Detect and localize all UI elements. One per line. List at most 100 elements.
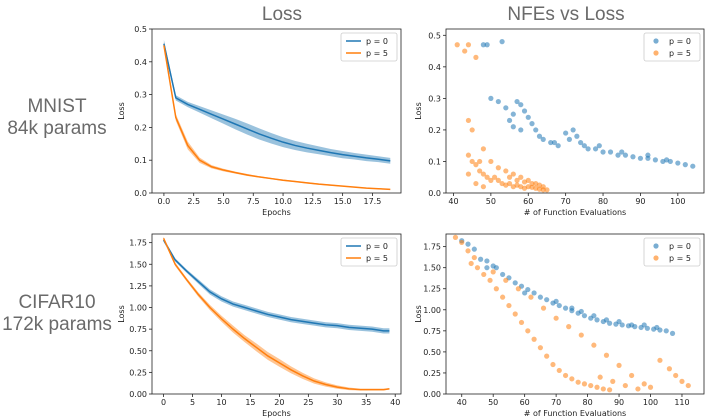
c3-point-1-18 bbox=[556, 367, 562, 374]
c1-legend-label-1: p = 5 bbox=[669, 49, 691, 58]
c1-point-0-17 bbox=[540, 136, 546, 142]
c3-xtick-label-6: 100 bbox=[643, 398, 658, 407]
c1-point-1-45 bbox=[477, 158, 483, 165]
c1-point-0-31 bbox=[622, 152, 629, 158]
c1-point-1-44 bbox=[465, 171, 472, 177]
c1-point-0-42 bbox=[551, 139, 558, 146]
c3-point-1-19 bbox=[562, 372, 569, 379]
c1-point-1-39 bbox=[506, 174, 513, 180]
c2-legend-label-1: p = 5 bbox=[366, 254, 388, 263]
chart-mnist-nfe: 40 50 60 70 80 90 100 0.0 0.1 0.2 0.3 0.4 0.5 # of Fu… bbox=[414, 28, 705, 217]
c3-point-1-45 bbox=[685, 382, 691, 389]
c3-legend-swatch-0 bbox=[653, 243, 659, 249]
c1-point-0-24 bbox=[578, 139, 584, 146]
c1-point-0-40 bbox=[690, 163, 696, 169]
c3-legend: p = 0 p = 5 bbox=[643, 237, 701, 267]
c1-xtick-label-5: 90 bbox=[635, 197, 645, 206]
c0-ytick-label-5: 0.5 bbox=[134, 25, 147, 34]
chart-mnist-loss: 0.0 2.5 5.0 7.5 10.0 12.5 15.0 17.5 0.0 0.1 0.2 0.3… bbox=[117, 25, 402, 217]
c3-point-1-23 bbox=[588, 382, 594, 389]
c0-ytick-label-1: 0.1 bbox=[134, 156, 147, 165]
c3-point-1-1 bbox=[459, 239, 465, 246]
c1-point-0-1 bbox=[484, 42, 490, 48]
c1-point-1-5 bbox=[469, 127, 475, 133]
c3-point-0-9 bbox=[512, 280, 518, 286]
c3-point-0-16 bbox=[556, 302, 562, 309]
c3-xtick-label-7: 110 bbox=[674, 398, 689, 407]
c0-xtick-label-0: 0.0 bbox=[158, 197, 171, 206]
c2-axes-frame bbox=[151, 233, 402, 395]
c2-ytick-label-0: 0.00 bbox=[129, 390, 147, 399]
c1-legend-label-0: p = 0 bbox=[669, 37, 691, 46]
c2-band-1 bbox=[163, 236, 390, 391]
c1-ytick-label-0: 0.0 bbox=[428, 189, 441, 198]
c3-point-1-40 bbox=[647, 384, 654, 390]
c0-xtick-label-4: 10.0 bbox=[274, 197, 292, 206]
c0-band-0 bbox=[163, 39, 391, 164]
c2-xtick-label-5: 25 bbox=[303, 398, 313, 407]
c2-band-0 bbox=[163, 238, 390, 334]
c3-axes-frame bbox=[445, 233, 705, 395]
c1-xtick-label-1: 50 bbox=[486, 197, 496, 206]
c1-axes-frame bbox=[445, 28, 705, 194]
c1-point-1-8 bbox=[473, 162, 479, 168]
c1-point-0-27 bbox=[592, 146, 599, 152]
c2-ytick-label-1: 0.25 bbox=[129, 368, 147, 377]
c1-point-1-0 bbox=[454, 42, 460, 48]
c3-point-1-47 bbox=[622, 382, 628, 389]
c3-xtick-label-0: 40 bbox=[457, 398, 467, 407]
c1-point-0-23 bbox=[574, 133, 580, 139]
c3-point-1-16 bbox=[544, 353, 550, 359]
chart-cifar-loss: 0 5 10 15 20 25 30 35 40 0.00 0.25 0.50 0.75 1.00 1.25… bbox=[117, 233, 402, 418]
c3-point-1-48 bbox=[610, 378, 616, 384]
c3-point-1-42 bbox=[666, 366, 672, 372]
c3-point-1-9 bbox=[500, 294, 506, 300]
c1-point-1-40 bbox=[514, 177, 520, 183]
c1-point-1-1 bbox=[462, 48, 468, 54]
c2-line-1 bbox=[162, 238, 390, 391]
c1-point-1-3 bbox=[473, 54, 479, 60]
c1-plot-area bbox=[454, 39, 696, 193]
c3-point-1-33 bbox=[566, 324, 572, 330]
c0-xlabel: Epochs bbox=[262, 208, 291, 217]
c1-point-0-12 bbox=[518, 127, 524, 133]
c3-legend-label-0: p = 0 bbox=[669, 242, 691, 251]
c1-point-0-38 bbox=[675, 160, 681, 166]
c1-point-0-10 bbox=[521, 108, 528, 114]
c0-legend: p = 0 p = 5 bbox=[340, 32, 398, 62]
c0-xtick-label-2: 5.0 bbox=[217, 197, 230, 206]
c1-point-0-5 bbox=[503, 105, 509, 111]
c1-point-0-11 bbox=[510, 124, 516, 130]
c1-point-0-39 bbox=[682, 162, 688, 168]
c3-point-1-29 bbox=[515, 286, 521, 292]
c3-ytick-label-3: 0.75 bbox=[423, 327, 441, 336]
c0-ytick-label-4: 0.4 bbox=[134, 58, 147, 67]
c3-point-0-3 bbox=[478, 256, 484, 262]
c3-point-1-43 bbox=[673, 372, 679, 379]
c3-point-0-42 bbox=[591, 313, 597, 319]
row-label-cifar-params: 172k params bbox=[2, 314, 112, 335]
c1-point-1-9 bbox=[477, 168, 483, 174]
c3-point-0-40 bbox=[629, 322, 635, 328]
c3-point-1-35 bbox=[591, 342, 597, 348]
c1-point-1-42 bbox=[529, 180, 535, 187]
c3-legend-label-1: p = 5 bbox=[669, 254, 691, 263]
c1-point-1-11 bbox=[484, 174, 490, 180]
c1-point-1-43 bbox=[536, 182, 543, 188]
c1-point-0-41 bbox=[596, 143, 602, 149]
c3-xtick-label-5: 90 bbox=[614, 398, 624, 407]
c3-point-0-22 bbox=[594, 317, 600, 323]
c0-band-1 bbox=[163, 42, 391, 190]
c1-point-0-2 bbox=[499, 39, 505, 45]
c1-point-0-20 bbox=[563, 130, 569, 136]
c1-point-0-19 bbox=[555, 143, 561, 149]
c1-point-0-0 bbox=[480, 42, 486, 48]
c3-point-1-30 bbox=[528, 294, 534, 300]
c3-point-1-7 bbox=[487, 277, 493, 283]
c3-point-0-43 bbox=[616, 318, 622, 325]
c1-point-0-3 bbox=[488, 95, 494, 101]
c3-point-1-3 bbox=[471, 254, 477, 261]
c3-point-1-41 bbox=[657, 357, 663, 363]
c3-point-0-11 bbox=[525, 286, 531, 293]
c2-ylabel: Loss bbox=[117, 305, 126, 323]
